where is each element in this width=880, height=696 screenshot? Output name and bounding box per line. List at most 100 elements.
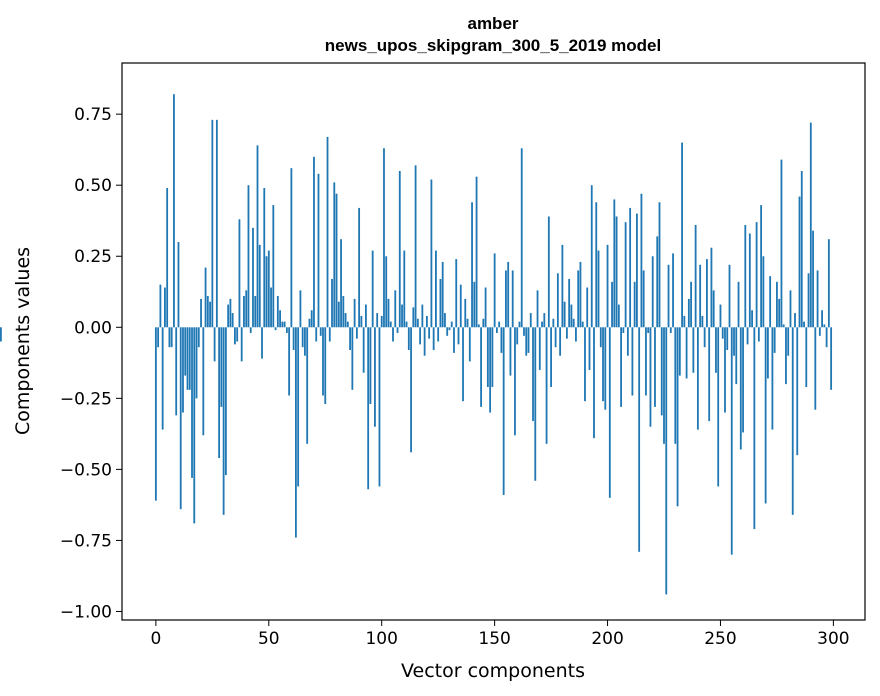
bar: [240, 327, 243, 362]
bar: [511, 270, 514, 328]
bar: [665, 327, 668, 595]
bar: [218, 327, 221, 459]
bar: [717, 327, 720, 487]
bar: [281, 321, 284, 328]
bar: [182, 327, 184, 413]
bars-group: [0, 94, 833, 595]
bar: [466, 318, 469, 328]
bar: [798, 196, 801, 328]
bar: [430, 179, 433, 328]
bar: [753, 327, 756, 530]
bar: [706, 259, 708, 328]
bar: [468, 327, 471, 362]
bar: [412, 307, 415, 328]
bar: [294, 327, 297, 538]
bar: [823, 324, 826, 328]
bar: [514, 327, 516, 436]
bar: [285, 327, 288, 333]
bar: [636, 213, 638, 328]
bar: [453, 327, 455, 353]
bar: [818, 327, 821, 336]
bar: [791, 327, 794, 515]
bar: [520, 148, 523, 328]
bar: [358, 207, 361, 328]
bar: [604, 327, 607, 410]
bar: [586, 287, 589, 328]
bar: [374, 327, 376, 427]
bar: [236, 327, 239, 342]
bar: [590, 185, 593, 328]
bar: [751, 310, 753, 328]
bar: [552, 318, 555, 328]
bar: [556, 273, 559, 328]
bar: [803, 321, 805, 328]
bar: [561, 244, 564, 328]
bar: [195, 327, 198, 399]
bar: [387, 298, 390, 328]
bar: [360, 315, 363, 328]
y-tick-label: −0.25: [60, 389, 112, 409]
bar: [209, 301, 211, 328]
bar: [642, 270, 645, 328]
bar: [159, 284, 162, 328]
bar: [640, 193, 643, 328]
bar: [654, 327, 656, 407]
bar: [333, 182, 336, 328]
bar: [735, 327, 738, 385]
bar: [638, 327, 641, 552]
bar: [782, 324, 785, 328]
bar: [480, 327, 482, 407]
bar: [611, 281, 613, 328]
bar: [663, 327, 665, 444]
bar: [778, 298, 781, 328]
bar: [733, 327, 735, 356]
bar: [502, 327, 505, 495]
bar: [766, 327, 769, 379]
bar: [830, 327, 833, 390]
y-tick-label: 0.00: [74, 318, 112, 338]
bar: [439, 278, 442, 328]
bar: [554, 327, 557, 348]
bar: [800, 170, 803, 328]
bar: [441, 261, 444, 328]
y-tick-label: −0.50: [60, 460, 112, 480]
bar: [667, 264, 670, 328]
bar: [821, 310, 823, 328]
bar: [204, 267, 207, 328]
bar: [477, 324, 480, 328]
bar: [340, 239, 342, 328]
bar: [166, 188, 169, 328]
bar: [762, 256, 765, 328]
bar: [414, 165, 417, 328]
bar: [484, 287, 487, 328]
bar: [265, 256, 268, 328]
bar: [812, 230, 814, 328]
bar: [389, 321, 392, 328]
bar: [597, 250, 600, 328]
bar: [290, 168, 293, 328]
bar: [748, 233, 751, 328]
bar: [435, 250, 437, 328]
bar: [730, 327, 733, 555]
bar: [249, 327, 252, 333]
bar: [383, 148, 385, 328]
bar: [744, 224, 747, 328]
bar: [739, 327, 742, 450]
bar: [712, 290, 715, 328]
bar: [378, 327, 381, 487]
bar: [624, 222, 627, 328]
bar: [559, 327, 562, 356]
bar: [267, 250, 270, 328]
plot-frame: [121, 62, 866, 621]
bar: [164, 287, 166, 328]
bar: [428, 327, 431, 339]
bar: [301, 327, 304, 348]
chart-subtitle: news_upos_skipgram_300_5_2019 model: [325, 36, 661, 55]
bar: [755, 222, 758, 328]
bar: [523, 327, 525, 336]
bar: [545, 327, 548, 444]
bar: [495, 327, 498, 333]
bar: [0, 327, 2, 342]
